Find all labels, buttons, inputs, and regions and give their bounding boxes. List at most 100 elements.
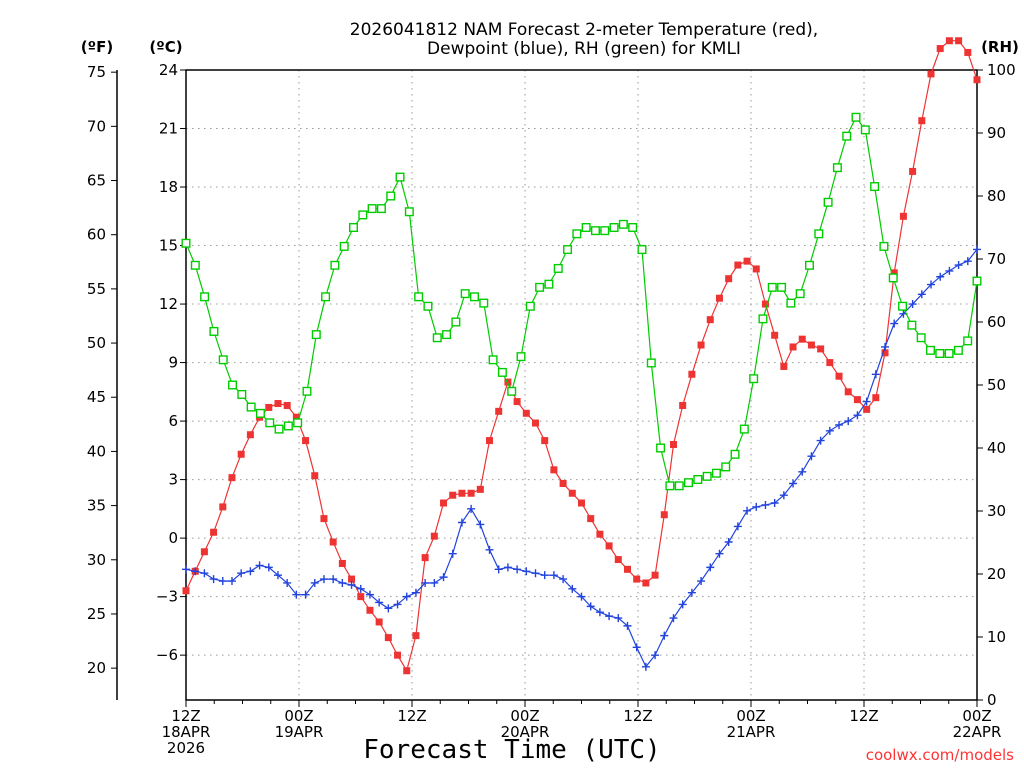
rh-point [358, 210, 368, 220]
dewpoint-point [641, 662, 650, 671]
rh-line [185, 116, 978, 487]
c-tick-label: 6 [168, 412, 178, 430]
dewpoint-point [825, 426, 834, 435]
temperature-point [292, 413, 300, 421]
f-tick-label: 60 [87, 226, 106, 244]
dewpoint-point [246, 567, 255, 576]
temperature-point [973, 76, 981, 84]
temperature-point [899, 212, 907, 220]
dewpoint-point [779, 491, 788, 500]
temperature-point [513, 398, 521, 406]
rh-point [944, 349, 954, 359]
x-tick-label: 00Z [736, 707, 765, 725]
rh-point [637, 245, 647, 255]
temperature-point [329, 538, 337, 546]
temperature-point [421, 554, 429, 562]
temperature-point [863, 405, 871, 413]
dewpoint-point [209, 575, 218, 584]
temperature-point [752, 265, 760, 273]
rh-point [507, 386, 517, 396]
dewpoint-point [319, 575, 328, 584]
temperature-point [688, 370, 696, 378]
dewpoint-point [439, 573, 448, 582]
temperature-point [789, 343, 797, 351]
rh-point [665, 481, 675, 491]
dewpoint-point [816, 436, 825, 445]
rh-point [572, 229, 582, 239]
dewpoint-point [356, 584, 365, 593]
chart-title-line2: Dewpoint (blue), RH (green) for KMLI [427, 39, 741, 59]
dewpoint-point [503, 563, 512, 572]
rh-point [693, 475, 703, 485]
dewpoint-point [393, 600, 402, 609]
rh-tick-label: 0 [987, 691, 997, 709]
rh-point [758, 314, 768, 324]
c-tick-label: 12 [159, 295, 178, 313]
axes: 24211815129630−3−612Z18APR202600Z19APR12… [87, 61, 1016, 757]
temperature-point [596, 530, 604, 538]
dewpoint-point [411, 588, 420, 597]
f-tick-label: 30 [87, 551, 106, 569]
f-tick-label: 40 [87, 442, 106, 460]
rh-point [460, 289, 470, 299]
rh-tick-label: 30 [987, 502, 1006, 520]
x-tick-label: 21APR [727, 723, 776, 741]
rh-point [916, 333, 926, 343]
c-tick-label: −6 [156, 646, 178, 664]
temperature-point [660, 511, 668, 519]
temperature-point [651, 571, 659, 579]
temperature-point [486, 437, 494, 445]
c-tick-label: 21 [159, 120, 178, 138]
dewpoint-point [697, 577, 706, 586]
temperature-point [835, 372, 843, 380]
rh-point [860, 125, 870, 135]
dewpoint-point [798, 467, 807, 476]
rh-point [321, 292, 331, 302]
temperature-point [559, 479, 567, 487]
dewpoint-point [687, 588, 696, 597]
rh-point [479, 298, 489, 308]
dewpoint-point [669, 614, 678, 623]
temperature-point [394, 651, 402, 659]
rh-point [851, 112, 861, 122]
dewpoint-point [614, 614, 623, 623]
dewpoint-point [227, 577, 236, 586]
dewpoint-point [715, 549, 724, 558]
temperature-point [697, 341, 705, 349]
dewpoint-point [586, 602, 595, 611]
rh-point [898, 301, 908, 311]
dewpoint-point [706, 563, 715, 572]
rh-tick-label: 100 [987, 61, 1016, 79]
temperature-point [642, 579, 650, 587]
temperature-point [458, 489, 466, 497]
c-tick-label: 18 [159, 178, 178, 196]
temperature-point [568, 489, 576, 497]
dewpoint-point [347, 580, 356, 589]
x-tick-label: 12Z [849, 707, 878, 725]
rh-point [283, 421, 293, 431]
temperature-point [366, 606, 374, 614]
rh-point [376, 204, 386, 214]
dewpoint-point [384, 604, 393, 613]
dewpoint-point [881, 342, 890, 351]
temperature-point [927, 70, 935, 78]
temperature-point [449, 491, 457, 499]
temperature-point [853, 396, 861, 404]
rh-point [423, 301, 433, 311]
rh-point [414, 292, 424, 302]
rh-point [730, 449, 740, 459]
dewpoint-point [632, 643, 641, 652]
rh-point [600, 226, 610, 236]
dewpoint-point [549, 571, 558, 580]
temperature-point [219, 503, 227, 511]
rh-point [404, 207, 414, 217]
dewpoint-point [457, 518, 466, 527]
temperature-point [311, 472, 319, 480]
dewpoint-point [301, 590, 310, 599]
temperature-point [936, 45, 944, 53]
f-tick-label: 45 [87, 388, 106, 406]
rh-point [563, 245, 573, 255]
credit-text: coolwx.com/models [866, 746, 1014, 764]
f-tick-label: 20 [87, 659, 106, 677]
dewpoint-point [623, 621, 632, 630]
